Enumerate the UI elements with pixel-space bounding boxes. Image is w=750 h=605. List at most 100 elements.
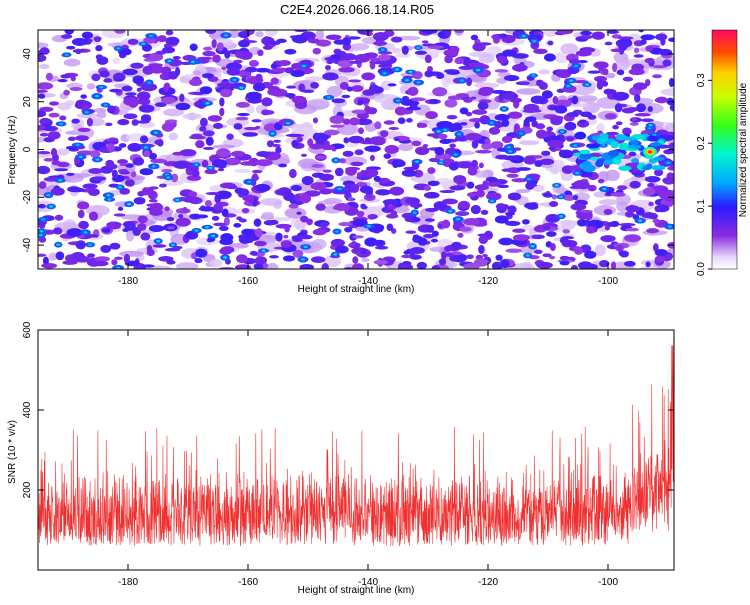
spectrogram-blob bbox=[362, 52, 378, 59]
spectrogram-blob bbox=[235, 50, 244, 59]
spectrogram-blob bbox=[294, 30, 308, 33]
spectrogram-blob bbox=[199, 86, 213, 95]
spectrogram-haze bbox=[307, 98, 330, 107]
spectrogram-blob bbox=[275, 146, 282, 154]
spectrogram-blob bbox=[71, 118, 80, 124]
spectrogram-blob bbox=[77, 209, 85, 219]
spectrogram-blob bbox=[312, 117, 319, 124]
spectrogram-blob bbox=[121, 85, 133, 92]
spectrogram-blob bbox=[334, 245, 349, 254]
spectrogram-blob bbox=[220, 246, 235, 254]
spectrogram-blob bbox=[426, 224, 435, 233]
spectrogram-blob bbox=[442, 198, 458, 205]
spectrogram-haze bbox=[261, 211, 274, 217]
spectrogram-haze bbox=[396, 35, 421, 41]
spectrogram-blob bbox=[360, 203, 367, 209]
spectrogram-blob bbox=[551, 194, 558, 200]
spectrogram-hotspot bbox=[188, 58, 198, 65]
spectrogram-blob bbox=[583, 263, 598, 269]
spectrogram-blob bbox=[646, 228, 660, 234]
spectrogram-blob bbox=[282, 255, 296, 262]
spectrogram-blob bbox=[47, 131, 61, 140]
spectrogram-blob bbox=[455, 211, 470, 217]
spectrogram-blob bbox=[397, 262, 404, 269]
spectrogram-blob bbox=[88, 188, 100, 196]
spectrogram-blob bbox=[477, 89, 493, 96]
spectrogram-haze bbox=[284, 207, 307, 219]
spectrogram-blob bbox=[523, 155, 536, 165]
spectrogram-blob bbox=[182, 206, 188, 214]
spectrogram-blob bbox=[263, 110, 275, 115]
spectrogram-blob bbox=[618, 222, 636, 227]
spectrogram-haze bbox=[518, 140, 540, 146]
spectrogram-blob bbox=[356, 112, 370, 119]
spectrogram-blob bbox=[365, 31, 374, 37]
spectrogram-blob bbox=[301, 89, 315, 93]
spectrogram-hotspot bbox=[456, 77, 467, 84]
spectrogram-blob bbox=[86, 117, 93, 127]
spectrogram-blob bbox=[426, 133, 438, 137]
spectrogram-cluster bbox=[600, 133, 609, 139]
spectrogram-hotspot bbox=[173, 197, 182, 203]
spectrogram-blob bbox=[59, 115, 67, 121]
snr-x-tick-label: -160 bbox=[238, 577, 258, 588]
spectrogram-blob bbox=[38, 124, 46, 131]
spectrogram-blob bbox=[77, 127, 91, 133]
spectrogram-blob bbox=[366, 193, 373, 199]
spectrogram-blob bbox=[226, 133, 234, 140]
spectrogram-blob bbox=[363, 168, 379, 178]
spectrogram-blob bbox=[100, 165, 114, 174]
spectrogram-blob bbox=[233, 223, 242, 228]
spectrogram-blob bbox=[39, 47, 50, 55]
spectrogram-blob bbox=[253, 218, 262, 227]
spectrogram-blob bbox=[154, 139, 163, 146]
spectrogram-blob bbox=[356, 172, 363, 178]
spectrogram-hotspot bbox=[115, 184, 125, 190]
spectrogram-blob bbox=[475, 189, 485, 198]
spectrogram-blob bbox=[616, 69, 625, 76]
spectrogram-blob bbox=[164, 206, 170, 212]
spectrogram-haze bbox=[125, 230, 135, 242]
spectrogram-hotspot bbox=[61, 52, 72, 58]
spectrogram-blob bbox=[298, 83, 306, 92]
spectrogram-blob bbox=[352, 263, 364, 269]
spectrogram-haze bbox=[96, 111, 107, 119]
spectrogram-blob bbox=[241, 207, 250, 214]
spectrogram-blob bbox=[407, 86, 419, 96]
spectrogram-hotspot bbox=[46, 203, 56, 210]
spectrogram-hotspot bbox=[283, 120, 293, 126]
spectrogram-hotspot bbox=[472, 66, 484, 74]
spectrogram-blob bbox=[539, 158, 555, 166]
spectrogram-blob bbox=[512, 53, 529, 59]
spectrogram-blob bbox=[481, 142, 494, 150]
spectrogram-blob bbox=[641, 212, 657, 219]
spectrogram-blob bbox=[500, 259, 510, 269]
spectrogram-blob bbox=[412, 234, 420, 239]
spectrogram-haze bbox=[38, 42, 49, 49]
spectrogram-hotspot bbox=[124, 201, 135, 208]
spectrogram-blob bbox=[194, 258, 203, 264]
spectrogram-hotspot bbox=[153, 238, 163, 245]
spectrogram-blob bbox=[117, 119, 130, 126]
spectrogram-blob bbox=[93, 36, 102, 43]
spectrogram-blob bbox=[606, 30, 620, 34]
spectrogram-blob bbox=[579, 119, 587, 123]
spectrogram-hotspot bbox=[414, 45, 423, 51]
spectrogram-blob bbox=[535, 123, 546, 130]
spectrogram-cluster bbox=[603, 159, 614, 165]
spectrogram-blob bbox=[495, 254, 503, 261]
spectrogram-blob bbox=[429, 98, 439, 104]
spectrogram-blob bbox=[225, 185, 238, 190]
spectrogram-blobs bbox=[38, 30, 674, 269]
colorbar-tick-label: 0.3 bbox=[696, 73, 707, 87]
spectrogram-haze bbox=[521, 224, 535, 231]
spectrogram-blob bbox=[342, 118, 351, 125]
spectrogram-blob bbox=[75, 135, 89, 141]
spectrogram-blob bbox=[605, 131, 619, 136]
spectrogram-blob bbox=[143, 150, 151, 157]
colorbar-tick-label: 0.1 bbox=[696, 199, 707, 213]
spectrogram-blob bbox=[654, 204, 670, 213]
spectrogram-blob bbox=[498, 237, 514, 246]
spectrogram-haze bbox=[63, 58, 81, 67]
